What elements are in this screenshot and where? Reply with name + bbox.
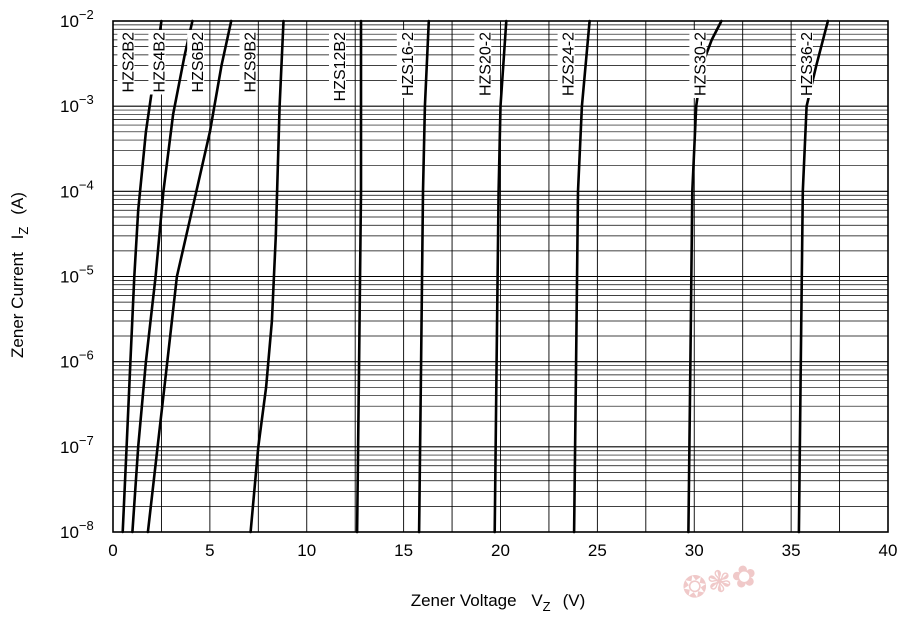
series-label-bg	[474, 30, 492, 98]
series-labels: HZS2B2 HZS4B2 HZS6B2 HZS9B2 HZS12B2 HZS16-2 HZ…	[117, 30, 816, 104]
y-axis-unit: (A)	[8, 192, 27, 215]
series-label-text: HZS20-2	[477, 32, 494, 96]
series-curves	[121, 19, 830, 534]
plot-border	[112, 20, 889, 533]
x-tick-label: 0	[108, 541, 117, 560]
x-axis-title: Zener Voltage	[411, 591, 517, 610]
x-axis-symbol: V	[531, 591, 543, 610]
series-label-hzs12b2: HZS12B2	[329, 30, 349, 104]
y-axis-symbol: I	[8, 235, 27, 240]
series-curve-hzs12b2	[355, 19, 363, 534]
y-axis-title: Zener Current	[8, 252, 27, 358]
x-axis-subscript: Z	[543, 599, 551, 614]
series-label-hzs36-2: HZS36-2	[795, 30, 816, 98]
series-label-text: HZS4B2	[151, 32, 168, 93]
x-tick-label: 40	[879, 541, 898, 560]
series-curve-hzs6b2	[146, 19, 233, 534]
y-tick-label: 10−4	[60, 177, 94, 201]
x-tick-label: 30	[685, 541, 704, 560]
series-label-hzs6b2: HZS6B2	[187, 30, 207, 95]
series-label-text: HZS16-2	[400, 32, 417, 96]
series-curve-hzs24-2	[572, 19, 591, 534]
series-curve-hzs36-2	[797, 19, 830, 534]
series-label-hzs16-2: HZS16-2	[396, 30, 417, 98]
series-label-hzs20-2: HZS20-2	[474, 30, 494, 98]
series-label-bg	[396, 30, 414, 98]
series-label-hzs9b2: HZS9B2	[239, 30, 260, 95]
grid	[112, 21, 889, 533]
series-curve-hzs30-2	[687, 19, 723, 534]
series-label-bg	[329, 30, 346, 104]
series-label-text: HZS24-2	[561, 32, 578, 96]
series-label-bg	[148, 30, 166, 95]
y-tick-label: 10−2	[60, 7, 94, 31]
series-curve-hzs9b2	[249, 19, 285, 534]
series-label-bg	[795, 30, 813, 98]
x-tick-label: 25	[588, 541, 607, 560]
series-curve-hzs4b2	[131, 19, 194, 534]
series-curve-hzs2b2	[121, 19, 163, 534]
series-label-hzs2b2: HZS2B2	[117, 30, 137, 95]
x-tick-label: 20	[491, 541, 510, 560]
y-axis-label: Zener Current IZ (A)	[8, 192, 31, 358]
series-label-text: HZS2B2	[120, 32, 137, 93]
x-tick-label: 5	[205, 541, 214, 560]
series-curve-hzs16-2	[417, 19, 431, 534]
y-axis-subscript: Z	[16, 227, 31, 235]
y-tick-label: 10−3	[60, 92, 94, 116]
series-curve-hzs20-2	[493, 19, 508, 534]
series-label-bg	[239, 30, 257, 95]
x-axis-unit: (V)	[563, 591, 586, 610]
series-label-bg	[187, 30, 205, 95]
series-label-text: HZS6B2	[190, 32, 207, 93]
y-tick-label: 10−7	[60, 433, 94, 457]
x-tick-label: 15	[394, 541, 413, 560]
series-label-hzs24-2: HZS24-2	[557, 30, 578, 98]
x-tick-label: 35	[782, 541, 801, 560]
series-label-text: HZS36-2	[799, 32, 816, 96]
y-tick-label: 10−5	[60, 263, 94, 287]
series-label-text: HZS30-2	[692, 32, 709, 96]
series-label-hzs30-2: HZS30-2	[689, 30, 709, 98]
series-label-text: HZS12B2	[332, 32, 349, 101]
series-label-bg	[117, 30, 135, 95]
series-label-bg	[689, 30, 707, 98]
x-axis-label: Zener Voltage VZ (V)	[411, 591, 586, 614]
series-label-bg	[557, 30, 575, 98]
series-label-text: HZS9B2	[243, 32, 260, 93]
y-tick-label: 10−8	[60, 518, 94, 542]
x-tick-labels: 0 5 10 15 20 25 30 35 40	[108, 541, 897, 560]
plot-frame	[112, 20, 889, 533]
y-tick-labels: 10−8 10−7 10−6 10−5 10−4 10−3 10−2	[60, 7, 94, 542]
x-tick-label: 10	[297, 541, 316, 560]
y-tick-label: 10−6	[60, 348, 94, 372]
series-label-hzs4b2: HZS4B2	[148, 30, 168, 95]
